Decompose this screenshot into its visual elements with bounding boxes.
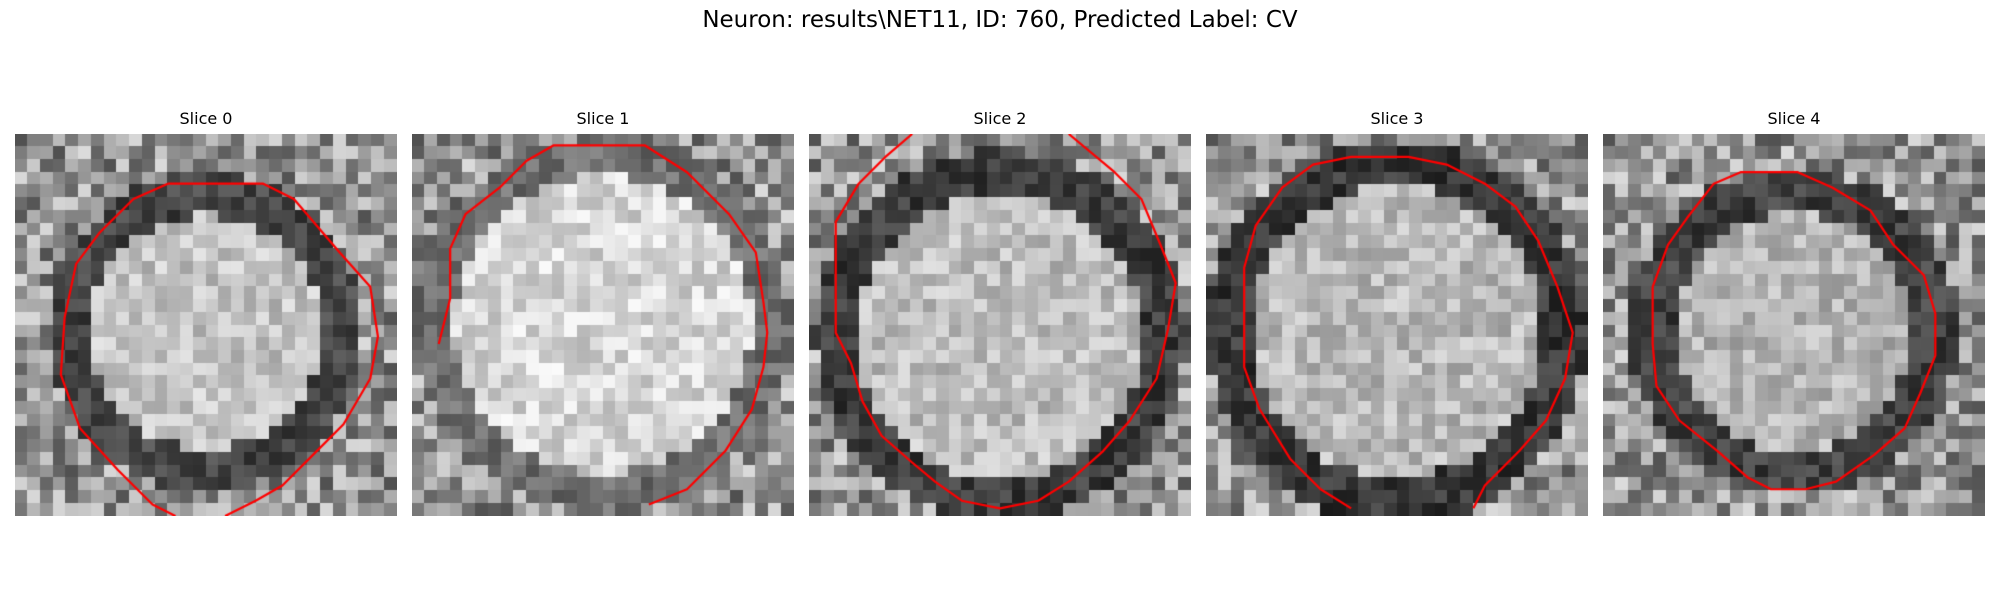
panel-title: Slice 1 xyxy=(576,109,630,128)
slice-image xyxy=(15,134,397,516)
slice-image xyxy=(412,134,794,516)
panel-slice-1: Slice 1 xyxy=(412,109,794,516)
figure-title: Neuron: results\NET11, ID: 760, Predicte… xyxy=(702,7,1298,33)
slice-image xyxy=(1206,134,1588,516)
panel-slice-3: Slice 3 xyxy=(1206,109,1588,516)
panel-title: Slice 2 xyxy=(973,109,1027,128)
panel-title: Slice 4 xyxy=(1767,109,1821,128)
slice-image xyxy=(809,134,1191,516)
panel-slice-0: Slice 0 xyxy=(15,109,397,516)
panel-slice-2: Slice 2 xyxy=(809,109,1191,516)
panel-title: Slice 3 xyxy=(1370,109,1424,128)
panel-title: Slice 0 xyxy=(179,109,233,128)
slice-image xyxy=(1603,134,1985,516)
panel-slice-4: Slice 4 xyxy=(1603,109,1985,516)
